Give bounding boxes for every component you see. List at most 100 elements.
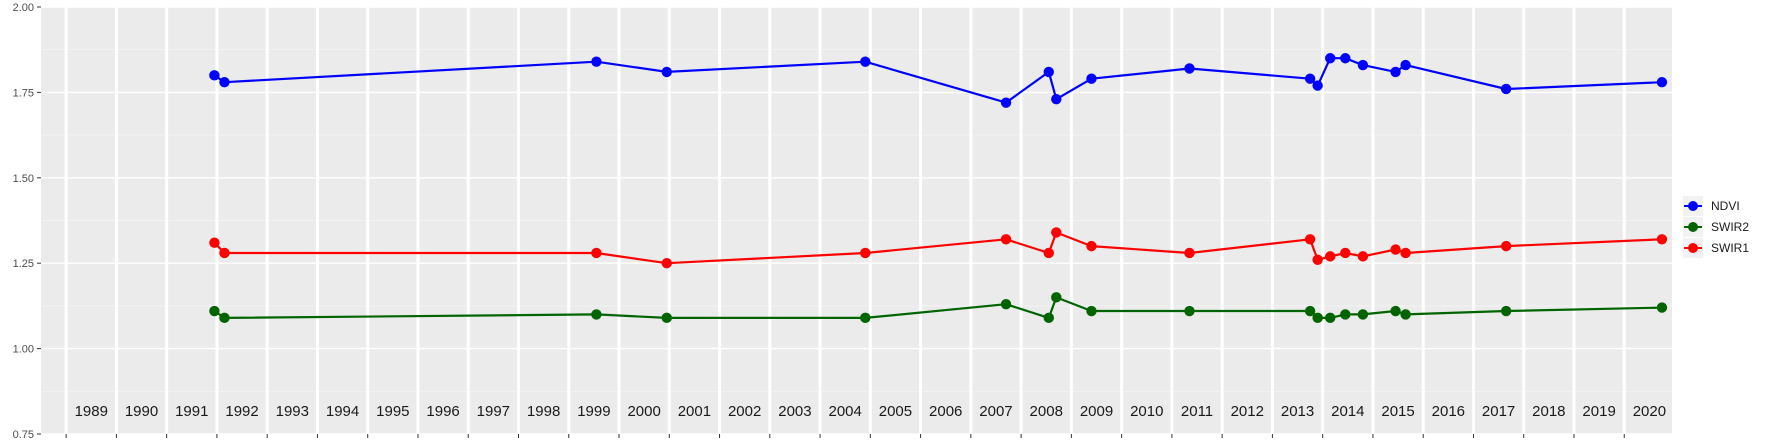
year-label: 2006 xyxy=(929,403,962,420)
data-point-swir2 xyxy=(1656,302,1668,313)
year-label: 2012 xyxy=(1231,403,1264,420)
data-point-swir1 xyxy=(661,258,672,269)
data-point-ndvi xyxy=(1304,73,1316,84)
data-point-swir1 xyxy=(1357,251,1369,262)
data-point-swir2 xyxy=(591,309,602,320)
data-point-swir2 xyxy=(1390,305,1401,317)
data-point-ndvi xyxy=(209,70,220,81)
data-point-ndvi xyxy=(219,76,230,88)
data-point-swir1 xyxy=(591,247,602,259)
data-point-swir2 xyxy=(1051,292,1062,303)
year-label: 2000 xyxy=(627,403,660,420)
legend-key-point xyxy=(1688,201,1698,211)
year-label: 2003 xyxy=(778,403,811,420)
y-tick-label: 1.50 xyxy=(13,173,34,185)
legend-key-point xyxy=(1688,222,1698,232)
data-point-swir2 xyxy=(209,305,220,317)
year-label: 1992 xyxy=(225,403,258,420)
data-point-swir2 xyxy=(1500,305,1512,317)
data-point-swir1 xyxy=(1086,240,1097,252)
data-point-swir1 xyxy=(1500,240,1512,252)
data-point-swir1 xyxy=(1340,247,1351,259)
series-points xyxy=(209,53,1668,324)
data-point-ndvi xyxy=(1184,63,1195,74)
year-label: 2009 xyxy=(1080,403,1113,420)
year-label: 1990 xyxy=(125,403,158,420)
grid-lines xyxy=(41,6,1672,435)
year-label: 2016 xyxy=(1432,403,1465,420)
x-axis: 1989 1990 1991 1992 1993 1994 1995 1996 1997 1998… xyxy=(65,403,1666,438)
data-point-swir2 xyxy=(1184,305,1195,317)
year-label: 2002 xyxy=(728,403,761,420)
y-tick-label: 2.00 xyxy=(13,2,34,14)
data-point-ndvi xyxy=(1400,59,1411,71)
data-point-swir1 xyxy=(1051,227,1062,238)
year-label: 2013 xyxy=(1281,403,1314,420)
data-point-swir1 xyxy=(1656,234,1668,245)
year-label: 1999 xyxy=(577,403,610,420)
data-point-ndvi xyxy=(1325,53,1336,64)
data-point-swir1 xyxy=(1400,247,1411,259)
legend: NDVI SWIR2 SWIR1 xyxy=(1683,196,1749,258)
data-point-swir1 xyxy=(1325,251,1336,262)
y-tick-label: 0.75 xyxy=(13,429,34,441)
data-point-ndvi xyxy=(1340,53,1351,64)
data-point-ndvi xyxy=(1357,59,1369,71)
year-label: 2018 xyxy=(1532,403,1565,420)
legend-key-point xyxy=(1688,243,1698,253)
data-point-swir2 xyxy=(1086,305,1097,317)
year-label: 2001 xyxy=(678,403,711,420)
year-label: 1989 xyxy=(75,403,108,420)
data-point-swir2 xyxy=(1000,298,1012,310)
year-label: 2019 xyxy=(1582,403,1615,420)
data-point-swir1 xyxy=(860,247,871,259)
data-point-ndvi xyxy=(591,56,602,67)
y-tick-label: 1.75 xyxy=(13,87,34,99)
data-point-swir1 xyxy=(1043,247,1054,259)
data-point-swir2 xyxy=(1357,309,1369,320)
data-point-ndvi xyxy=(661,66,672,78)
year-label: 2010 xyxy=(1130,403,1163,420)
year-label: 1994 xyxy=(326,403,359,420)
year-label: 2014 xyxy=(1331,403,1364,420)
data-point-ndvi xyxy=(1043,66,1054,78)
data-point-ndvi xyxy=(1051,94,1062,105)
year-label: 2004 xyxy=(829,403,862,420)
year-label: 2015 xyxy=(1381,403,1414,420)
data-point-swir2 xyxy=(1043,312,1054,324)
legend-label-swir2: SWIR2 xyxy=(1711,220,1749,234)
data-point-ndvi xyxy=(1656,76,1668,88)
year-label: 1996 xyxy=(426,403,459,420)
data-point-swir2 xyxy=(1400,309,1411,320)
y-axis: 0.75 1.00 1.25 1.50 1.75 2.00 xyxy=(13,2,41,441)
year-label: 1997 xyxy=(477,403,510,420)
data-point-swir1 xyxy=(1304,234,1316,245)
data-point-swir2 xyxy=(661,312,672,324)
data-point-swir2 xyxy=(1340,309,1351,320)
data-point-swir2 xyxy=(1325,312,1336,324)
data-point-swir1 xyxy=(1000,234,1012,245)
data-point-swir2 xyxy=(1304,305,1316,317)
year-label: 1991 xyxy=(175,403,208,420)
y-tick-label: 1.25 xyxy=(13,258,34,270)
year-label: 1998 xyxy=(527,403,560,420)
data-point-ndvi xyxy=(1086,73,1097,84)
data-point-ndvi xyxy=(1500,83,1512,95)
y-tick-label: 1.00 xyxy=(13,344,34,356)
legend-label-ndvi: NDVI xyxy=(1711,199,1740,213)
year-label: 2017 xyxy=(1482,403,1515,420)
data-point-swir1 xyxy=(1184,247,1195,259)
year-label: 2008 xyxy=(1030,403,1063,420)
year-label: 2007 xyxy=(979,403,1012,420)
year-label: 1995 xyxy=(376,403,409,420)
data-point-swir2 xyxy=(1312,312,1323,324)
legend-label-swir1: SWIR1 xyxy=(1711,241,1749,255)
data-point-ndvi xyxy=(1000,97,1012,108)
data-point-swir1 xyxy=(1312,254,1323,265)
data-point-swir1 xyxy=(209,237,220,248)
data-point-swir1 xyxy=(219,247,230,259)
data-point-swir1 xyxy=(1390,244,1401,255)
year-label: 2005 xyxy=(879,403,912,420)
data-point-swir2 xyxy=(219,312,230,324)
